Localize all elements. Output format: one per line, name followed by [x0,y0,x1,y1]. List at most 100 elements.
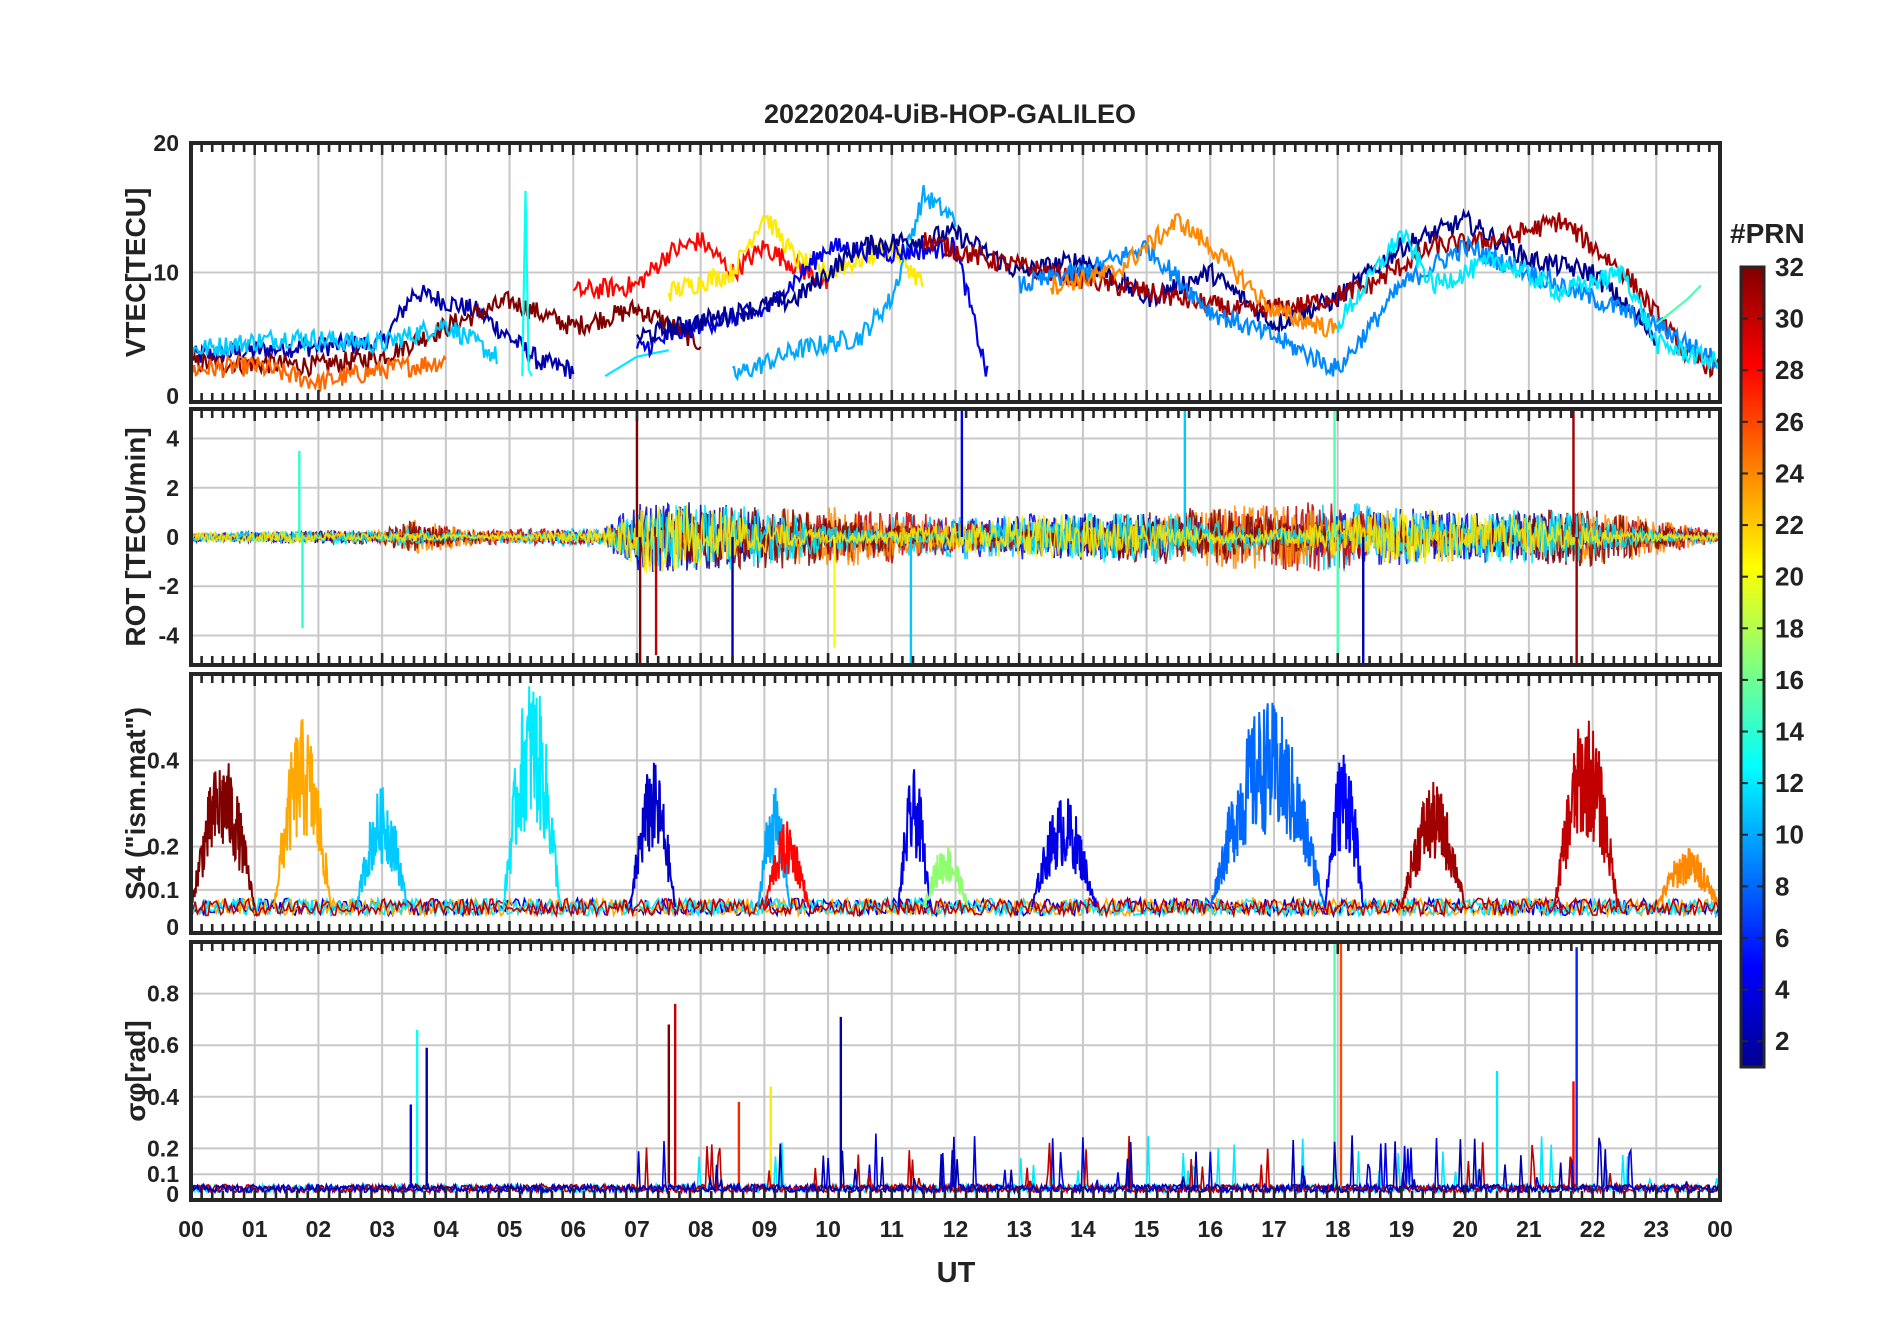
s4-burst-prn-31 [1400,781,1467,908]
colorbar-tick-label: 8 [1775,871,1789,901]
s4-burst-prn-23 [272,719,333,908]
y-tick-label: -2 [159,573,179,599]
series-group [191,686,1720,919]
x-tick-label: 06 [560,1216,586,1242]
colorbar-tick-label: 24 [1775,458,1804,488]
series-group [191,184,1720,392]
s4-burst-prn-4 [897,769,931,908]
s4-baseline-prn-12 [191,895,1720,919]
s4-burst-prn-5 [1324,754,1365,908]
y-tick-label: 0.4 [147,747,179,773]
y-tick-label: 0.1 [147,877,179,903]
series-line-prn-12 [604,349,670,378]
s4-burst-prn-30 [1553,720,1620,908]
series-line-prn-21 [667,214,924,302]
y-tick-label: 0.6 [147,1032,179,1058]
y-tick-label: 0.4 [147,1084,179,1110]
s4-burst-prn-4 [1030,798,1097,908]
y-tick-label: 0.2 [147,834,179,860]
series-line-prn-9 [1018,234,1720,377]
y-tick-label: 0 [166,524,179,550]
x-tick-label: 05 [497,1216,523,1242]
panel-sigma: 00.10.2 0.4 0.6 0.8 σφ[rad] 00 01 02 03 04 05 06 07 0… [120,940,1733,1242]
series-line-prn-4 [635,236,989,377]
colorbar-tick-label: 22 [1775,510,1804,540]
x-tick-label: 12 [943,1216,969,1242]
series-line-prn-13 [521,190,533,377]
y-tick-label: -4 [159,622,180,648]
y-tick-label: 0.2 [147,1135,179,1161]
x-tick-label: 10 [815,1216,841,1242]
y-axis-label: VTEC[TECU] [120,188,151,358]
y-tick-label: 2 [166,475,179,501]
y-tick-label: 0.1 [147,1161,179,1187]
y-tick-label: 10 [153,260,179,286]
x-tick-label: 07 [624,1216,650,1242]
colorbar-tick-label: 18 [1775,613,1804,643]
s4-burst-prn-8 [1209,702,1326,908]
y-tick-label: 0 [166,914,179,940]
x-tick-label: 09 [752,1216,778,1242]
panel-vtec: 0 10 20 VTEC[TECU] [120,130,1722,409]
x-tick-label: 01 [242,1216,268,1242]
x-tick-label: 03 [369,1216,395,1242]
colorbar-title: #PRN [1730,218,1805,249]
y-tick-label: 20 [153,130,179,156]
colorbar-tick-label: 30 [1775,304,1804,334]
s4-burst-prn-11 [355,787,409,908]
x-tick-label: 04 [433,1216,459,1242]
series-line-prn-10 [732,184,957,382]
s4-baseline-prn-23 [191,895,1720,919]
colorbar-tick-label: 12 [1775,768,1804,798]
colorbar-tick-label: 6 [1775,923,1789,953]
colorbar-tick-label: 14 [1775,717,1804,747]
x-axis-label: UT [937,1257,976,1289]
colorbar-tick-label: 10 [1775,820,1804,850]
chart-title: 20220204-UiB-HOP-GALILEO [764,99,1136,129]
panel-s4: 0 0.1 0.2 0.4S4 ("ism.mat") [120,672,1722,940]
x-tick-label: 13 [1006,1216,1032,1242]
series-line-prn-24 [1050,213,1339,338]
s4-burst-prn-28 [763,821,810,908]
series-group [191,409,1720,665]
s4-baseline-prn-30 [191,895,1720,919]
s4-burst-prn-24 [1655,847,1720,908]
series-line-prn-28 [572,232,830,300]
s4-burst-prn-17 [922,846,970,908]
series-line-prn-32 [191,290,702,378]
x-tick-label: 19 [1389,1216,1415,1242]
s4-burst-prn-12 [502,686,562,908]
x-tick-label: 00 [178,1216,204,1242]
y-axis-label: S4 ("ism.mat") [120,707,151,900]
series-line-prn-1 [636,208,1658,346]
series-line-prn-25 [191,354,447,392]
series-line-prn-12 [1336,228,1720,370]
x-tick-label: 16 [1198,1216,1224,1242]
colorbar-tick-label: 28 [1775,355,1804,385]
s4-burst-prn-3 [629,762,677,908]
y-tick-label: 0 [166,1181,179,1207]
y-axis-label: σφ[rad] [120,1020,151,1121]
colorbar-gradient [1739,265,1766,1069]
colorbar-tick-label: 32 [1775,252,1804,282]
panel-rot: -4 -2 0 2 4 ROT [TECU/min] [120,407,1722,667]
colorbar-tick-label: 20 [1775,562,1804,592]
series-line-prn-11 [191,318,498,365]
y-tick-label: 4 [166,426,179,452]
rot-noise-prn-21 [191,504,1720,574]
s4-burst-prn-32 [191,763,256,908]
x-tick-label: 00 [1707,1216,1733,1242]
x-tick-label: 23 [1643,1216,1669,1242]
x-tick-label: 08 [688,1216,714,1242]
colorbar-tick-label: 2 [1775,1026,1789,1056]
colorbar-tick-label: 26 [1775,407,1804,437]
x-tick-label: 02 [306,1216,332,1242]
series-line-prn-15 [1655,284,1702,326]
x-tick-label: 20 [1452,1216,1478,1242]
y-tick-label: 0.8 [147,981,179,1007]
x-tick-label: 18 [1325,1216,1351,1242]
x-tick-label: 17 [1261,1216,1287,1242]
